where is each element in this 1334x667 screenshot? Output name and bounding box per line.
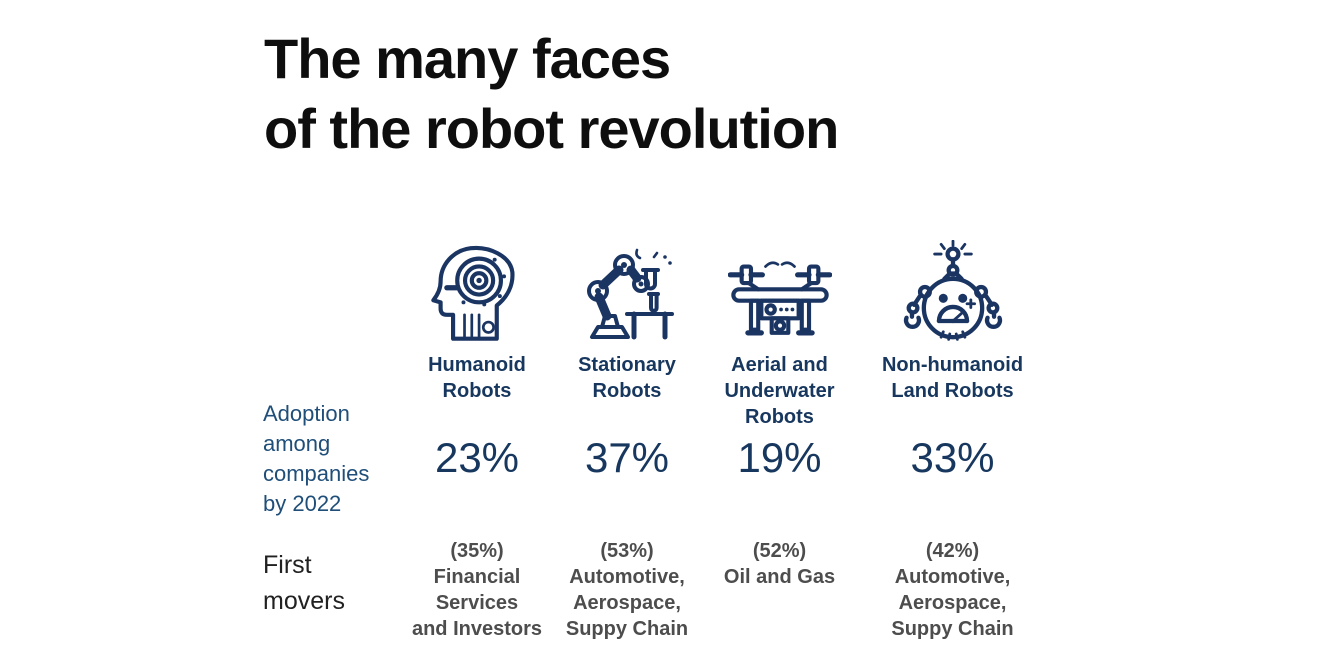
row-label-first-movers: First movers (263, 551, 345, 615)
category-label-non-humanoid-land-robots: Non-humanoid Land Robots (881, 354, 1024, 402)
robotic-arm-icon (552, 240, 702, 348)
first-movers-value-humanoid-robots: (35%) Financial Services and Investors (411, 540, 543, 640)
humanoid-robot-head-icon (402, 240, 552, 348)
column-stationary-robots: Stationary Robots 37% (53%) Automotive, … (552, 240, 702, 650)
category-label-humanoid-robots: Humanoid Robots (428, 354, 526, 402)
column-aerial-underwater-robots: Aerial and Underwater Robots 19% (52%) O… (702, 240, 857, 650)
column-non-humanoid-land-robots: Non-humanoid Land Robots 33% (42%) Autom… (860, 240, 1045, 650)
row-label-adoption: Adoption among companies by 2022 (263, 401, 370, 516)
first-movers-value-non-humanoid-land-robots: (42%) Automotive, Aerospace, Suppy Chain (891, 540, 1014, 640)
adoption-value-humanoid-robots: 23% (434, 434, 520, 481)
page-title: The many faces of the robot revolution (264, 27, 839, 160)
round-land-robot-icon (860, 240, 1045, 348)
first-movers-value-aerial-underwater-robots: (52%) Oil and Gas (723, 540, 836, 588)
column-humanoid-robots: Humanoid Robots 23% (35%) Financial Serv… (402, 240, 552, 650)
category-label-aerial-underwater-robots: Aerial and Underwater Robots (724, 354, 835, 428)
drone-icon (702, 240, 857, 348)
adoption-value-aerial-underwater-robots: 19% (737, 434, 822, 481)
adoption-value-stationary-robots: 37% (584, 434, 670, 481)
adoption-value-non-humanoid-land-robots: 33% (910, 434, 995, 481)
first-movers-value-stationary-robots: (53%) Automotive, Aerospace, Suppy Chain (565, 540, 689, 640)
category-label-stationary-robots: Stationary Robots (578, 354, 676, 402)
